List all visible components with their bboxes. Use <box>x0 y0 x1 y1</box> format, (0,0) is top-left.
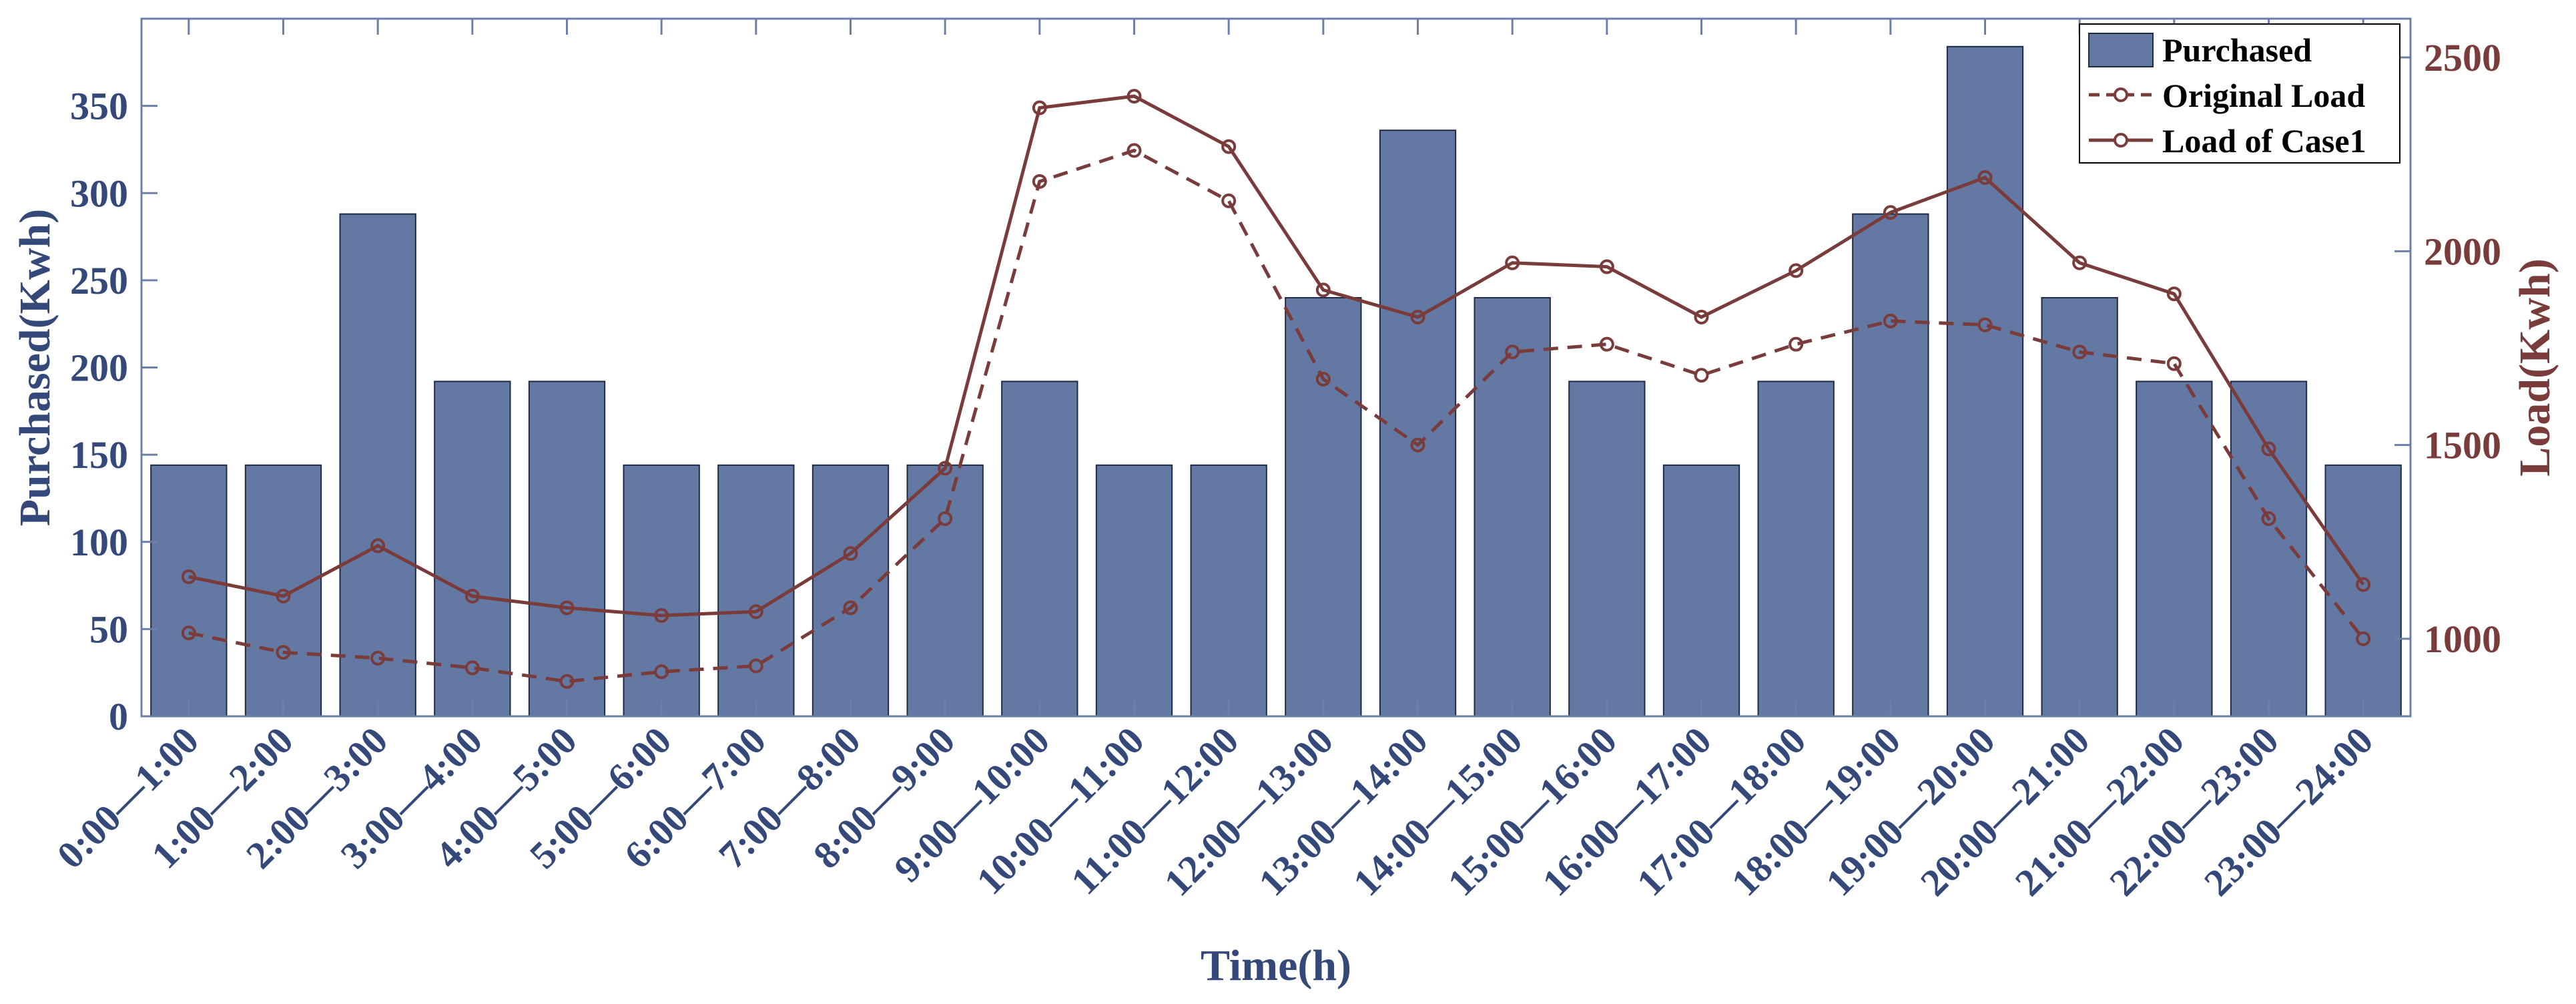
bar-7 <box>812 464 890 717</box>
right-tick-label-0: 1000 <box>2424 617 2501 661</box>
legend-marker-load-case1 <box>2114 133 2128 148</box>
point-series-2-23 <box>2356 577 2371 592</box>
legend: Purchased Original Load Load of Case1 <box>2079 23 2400 164</box>
point-series-2-2 <box>370 538 386 553</box>
point-series-2-22 <box>2261 441 2276 457</box>
point-series-1-9 <box>1032 174 1047 189</box>
purchased-bars <box>150 45 2402 718</box>
right-axis-ticks: 1000 1500 2000 2500 <box>2394 36 2501 661</box>
point-series-2-0 <box>181 569 196 584</box>
point-series-2-15 <box>1599 259 1614 274</box>
point-series-1-7 <box>843 600 858 615</box>
point-series-2-11 <box>1221 139 1237 154</box>
bar-9 <box>1001 381 1078 718</box>
point-series-1-23 <box>2356 631 2371 646</box>
point-series-1-21 <box>2166 356 2182 371</box>
left-tick-label-3: 150 <box>70 433 128 477</box>
point-series-2-5 <box>654 608 669 623</box>
bar-4 <box>528 381 606 718</box>
bar-13 <box>1379 130 1457 717</box>
point-series-2-12 <box>1315 282 1331 298</box>
point-series-1-4 <box>559 674 575 689</box>
bar-6 <box>717 464 795 717</box>
legend-label-original-load: Original Load <box>2162 77 2365 114</box>
left-tick-label-0: 0 <box>109 695 128 738</box>
left-tick-label-5: 250 <box>70 259 128 302</box>
bar-15 <box>1568 381 1646 718</box>
bar-14 <box>1474 297 1551 717</box>
point-series-2-9 <box>1032 100 1047 115</box>
point-series-1-1 <box>276 645 291 660</box>
point-series-2-13 <box>1410 310 1425 325</box>
right-tick-label-1: 1500 <box>2424 424 2501 467</box>
bar-11 <box>1190 464 1267 717</box>
point-series-1-17 <box>1789 336 1804 352</box>
bar-17 <box>1757 381 1835 718</box>
point-series-2-19 <box>1977 170 1993 186</box>
bar-20 <box>2041 297 2118 717</box>
right-tick-label-3: 2500 <box>2424 36 2501 79</box>
point-series-1-5 <box>654 664 669 680</box>
point-series-1-3 <box>464 660 480 676</box>
point-series-1-20 <box>2072 344 2087 360</box>
bar-19 <box>1946 45 2024 718</box>
legend-label-purchased: Purchased <box>2162 31 2312 69</box>
point-series-1-14 <box>1505 344 1520 360</box>
bar-22 <box>2230 381 2308 718</box>
point-series-2-8 <box>938 461 953 476</box>
point-series-1-0 <box>181 625 196 641</box>
point-series-1-8 <box>938 511 953 526</box>
left-tick-label-1: 50 <box>89 607 128 651</box>
point-series-1-15 <box>1599 336 1614 352</box>
bar-12 <box>1285 297 1362 717</box>
right-tick-label-2: 2000 <box>2424 230 2501 273</box>
bar-16 <box>1662 464 1740 717</box>
bar-2 <box>339 213 416 718</box>
point-series-1-13 <box>1410 437 1425 453</box>
point-series-2-21 <box>2166 286 2182 302</box>
left-tick-label-2: 100 <box>70 521 128 564</box>
point-series-2-6 <box>748 604 763 619</box>
left-tick-label-4: 200 <box>70 346 128 390</box>
left-tick-label-6: 300 <box>70 172 128 215</box>
point-series-2-4 <box>559 600 575 615</box>
bar-8 <box>906 464 984 717</box>
point-series-2-7 <box>843 546 858 561</box>
point-series-2-16 <box>1694 310 1709 325</box>
x-axis-label: Time(h) <box>1201 941 1351 990</box>
point-series-1-6 <box>748 658 763 674</box>
legend-label-load-case1: Load of Case1 <box>2162 122 2366 160</box>
point-series-1-16 <box>1694 368 1709 383</box>
point-series-2-14 <box>1505 255 1520 270</box>
bar-5 <box>623 464 700 717</box>
point-series-1-22 <box>2261 511 2276 526</box>
point-series-2-1 <box>276 589 291 604</box>
point-series-1-12 <box>1315 371 1331 387</box>
point-series-1-18 <box>1883 313 1898 328</box>
bar-21 <box>2136 381 2213 718</box>
line-series-1 <box>188 148 2365 684</box>
left-axis-ticks: 0 50 100 150 200 250 300 350 <box>70 85 157 738</box>
point-series-1-2 <box>370 650 386 666</box>
point-series-1-19 <box>1977 317 1993 332</box>
point-series-2-17 <box>1789 263 1804 278</box>
point-series-2-10 <box>1126 89 1142 104</box>
legend-marker-original-load <box>2114 87 2128 102</box>
point-series-2-20 <box>2072 255 2087 270</box>
line-series-2 <box>188 94 2365 617</box>
bar-0 <box>150 464 228 717</box>
point-series-1-10 <box>1126 143 1142 158</box>
y2-axis-label: Load(Kwh) <box>2511 258 2559 476</box>
legend-swatch-purchased <box>2088 33 2154 67</box>
bar-18 <box>1852 213 1929 718</box>
point-series-2-18 <box>1883 205 1898 220</box>
left-tick-label-7: 350 <box>70 85 128 128</box>
bar-10 <box>1095 464 1173 717</box>
point-series-2-3 <box>464 589 480 604</box>
load-lines <box>181 89 2371 689</box>
bar-3 <box>434 381 511 718</box>
y-axis-label: Purchased(Kwh) <box>11 209 59 526</box>
point-series-1-11 <box>1221 193 1237 208</box>
